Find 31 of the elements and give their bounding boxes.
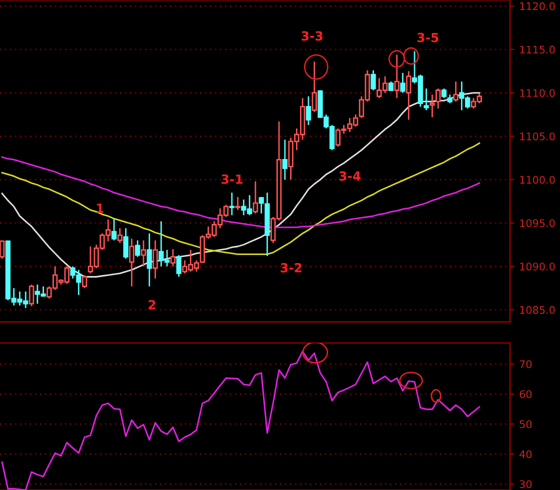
y-tick-label: 40 xyxy=(520,450,532,458)
annotation: 1 xyxy=(97,204,104,213)
y-tick-label: 30 xyxy=(520,480,532,488)
candlestick xyxy=(152,240,158,280)
annotation: 3-3 xyxy=(302,31,322,41)
y-tick-label: 1095.0 xyxy=(520,219,555,228)
candlestick xyxy=(406,70,412,120)
candlestick xyxy=(229,192,234,216)
annotation: 3-2 xyxy=(280,262,302,272)
y-tick-label: 1085.0 xyxy=(520,306,555,314)
annotation: 3-1 xyxy=(222,174,242,184)
candlestick xyxy=(394,54,400,99)
y-tick-label: 50 xyxy=(520,420,532,428)
line-series xyxy=(1,142,480,256)
y-tick-label: 1115.0 xyxy=(520,46,555,54)
y-tick-label: 1110.0 xyxy=(520,89,555,97)
candlestick xyxy=(146,232,152,288)
candlestick xyxy=(282,139,288,180)
y-tick-label: 1105.0 xyxy=(520,132,555,140)
annotation: 2 xyxy=(148,300,156,310)
y-tick-label: 1120.0 xyxy=(520,2,555,10)
candlestick xyxy=(140,240,146,268)
y-tick-label: 1100.0 xyxy=(520,176,555,184)
candlestick xyxy=(129,238,134,288)
candlestick xyxy=(447,94,452,104)
y-tick-label: 1090.0 xyxy=(520,262,555,270)
annotation: 3-5 xyxy=(417,32,438,42)
y-tick-label: 60 xyxy=(520,390,532,398)
candlestick xyxy=(430,94,435,118)
y-tick-label: 70 xyxy=(520,360,532,368)
annotation: 3-4 xyxy=(339,171,361,181)
